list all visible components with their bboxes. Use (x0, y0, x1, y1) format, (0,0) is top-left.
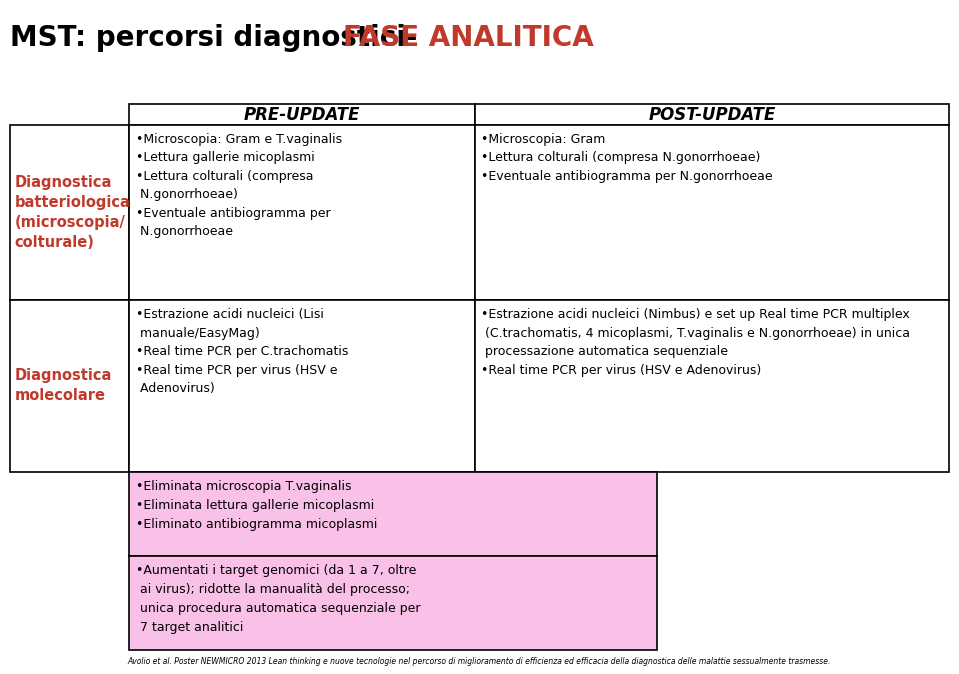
Bar (129, 556, 657, 650)
Text: •Estrazione acidi nucleici (Lisi
 manuale/EasyMag)
•Real time PCR per C.trachoma: •Estrazione acidi nucleici (Lisi manuale… (136, 308, 348, 395)
Bar (475, 104, 949, 125)
Text: POST-UPDATE: POST-UPDATE (648, 106, 776, 123)
Text: PRE-UPDATE: PRE-UPDATE (244, 106, 361, 123)
Text: •Microscopia: Gram
•Lettura colturali (compresa N.gonorrhoeae)
•Eventuale antibi: •Microscopia: Gram •Lettura colturali (c… (481, 133, 773, 183)
Bar (129, 125, 475, 300)
Bar (129, 104, 475, 125)
Bar (129, 472, 657, 556)
Text: •Aumentati i target genomici (da 1 a 7, oltre
 ai virus); ridotte la manualità d: •Aumentati i target genomici (da 1 a 7, … (136, 564, 421, 634)
Text: Diagnostica
molecolare: Diagnostica molecolare (14, 369, 112, 403)
Text: •Eliminata microscopia T.vaginalis
•Eliminata lettura gallerie micoplasmi
•Elimi: •Eliminata microscopia T.vaginalis •Elim… (136, 480, 378, 531)
Bar (129, 300, 475, 472)
Text: •Microscopia: Gram e T.vaginalis
•Lettura gallerie micoplasmi
•Lettura colturali: •Microscopia: Gram e T.vaginalis •Lettur… (136, 133, 342, 239)
Bar (10, 104, 129, 125)
Text: Avolio et al. Poster NEWMICRO 2013 Lean thinking e nuove tecnologie nel percorso: Avolio et al. Poster NEWMICRO 2013 Lean … (128, 657, 831, 666)
Text: FASE ANALITICA: FASE ANALITICA (343, 24, 594, 52)
Bar (475, 300, 949, 472)
Text: Diagnostica
batteriologica
(microscopia/
colturale): Diagnostica batteriologica (microscopia/… (14, 175, 130, 249)
Text: MST: percorsi diagnostici-: MST: percorsi diagnostici- (10, 24, 427, 52)
Text: •Estrazione acidi nucleici (Nimbus) e set up Real time PCR multiplex
 (C.trachom: •Estrazione acidi nucleici (Nimbus) e se… (481, 308, 910, 377)
Bar (475, 125, 949, 300)
Bar (10, 125, 129, 300)
Bar (10, 300, 129, 472)
